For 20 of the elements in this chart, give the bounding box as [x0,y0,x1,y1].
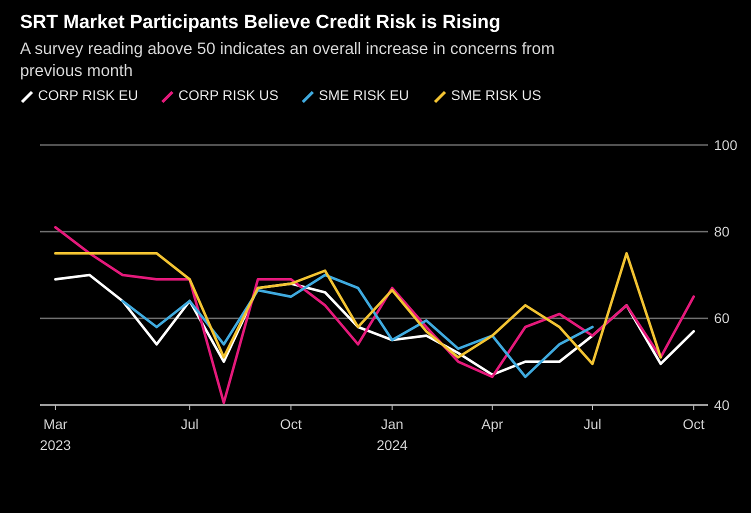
y-tick-label: 80 [714,224,730,240]
x-tick-label: Jan 2024 [376,416,408,453]
line-series [121,274,594,378]
x-tick-label: Jul [583,416,602,432]
legend-label: CORP RISK US [178,87,279,103]
y-tick-label: 100 [714,136,738,153]
legend-label: SME RISK US [451,87,542,103]
x-tick-label: Jul [180,416,199,432]
y-tick-label: 60 [714,310,730,326]
legend-label: CORP RISK EU [38,87,138,103]
x-tick-label: Mar 2023 [40,416,72,453]
chart-title: SRT Market Participants Believe Credit Risk is Rising [20,12,500,33]
x-tick-label: Oct [280,416,302,432]
legend-label: SME RISK EU [318,87,410,103]
x-tick-label: Apr [481,416,504,432]
chart-subtitle: A survey reading above 50 indicates an overall increase in concerns from previous month [20,40,555,80]
line-series [54,252,662,366]
y-tick-label: 40 [714,396,730,413]
x-tick-label: Oct [682,416,705,432]
line-series [54,226,695,404]
